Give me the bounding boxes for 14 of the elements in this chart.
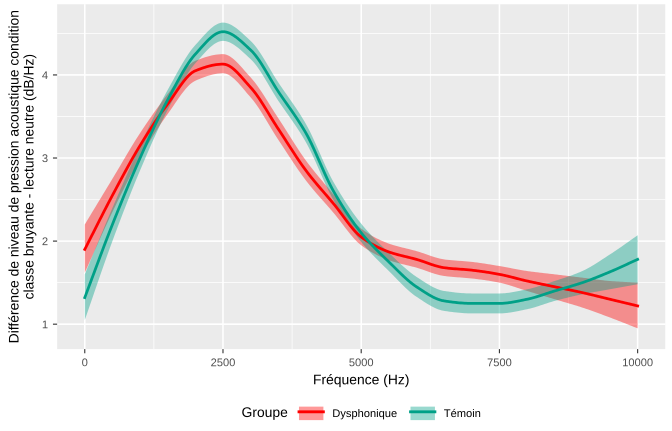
x-tick-label: 2500 bbox=[211, 358, 235, 366]
legend-label: Témoin bbox=[444, 408, 480, 418]
x-tick-label: 0 bbox=[82, 358, 88, 366]
y-tick-label: 4 bbox=[42, 71, 48, 79]
x-tick-label: 10000 bbox=[623, 358, 653, 366]
x-axis-title: Fréquence (Hz) bbox=[314, 374, 409, 388]
y-tick-label: 1 bbox=[42, 320, 48, 328]
y-tick-label: 2 bbox=[42, 237, 48, 246]
y-tick-label: 3 bbox=[42, 154, 48, 162]
x-tick-label: 7500 bbox=[488, 358, 512, 366]
legend-label: Dysphonique bbox=[333, 408, 397, 420]
y-axis-title: Différence de niveau de pression acoustique condition classe bruyante - lecture neutre (dB/Hz) bbox=[8, 10, 36, 342]
legend-title: Groupe bbox=[242, 407, 288, 420]
x-tick-label: 5000 bbox=[349, 358, 374, 366]
